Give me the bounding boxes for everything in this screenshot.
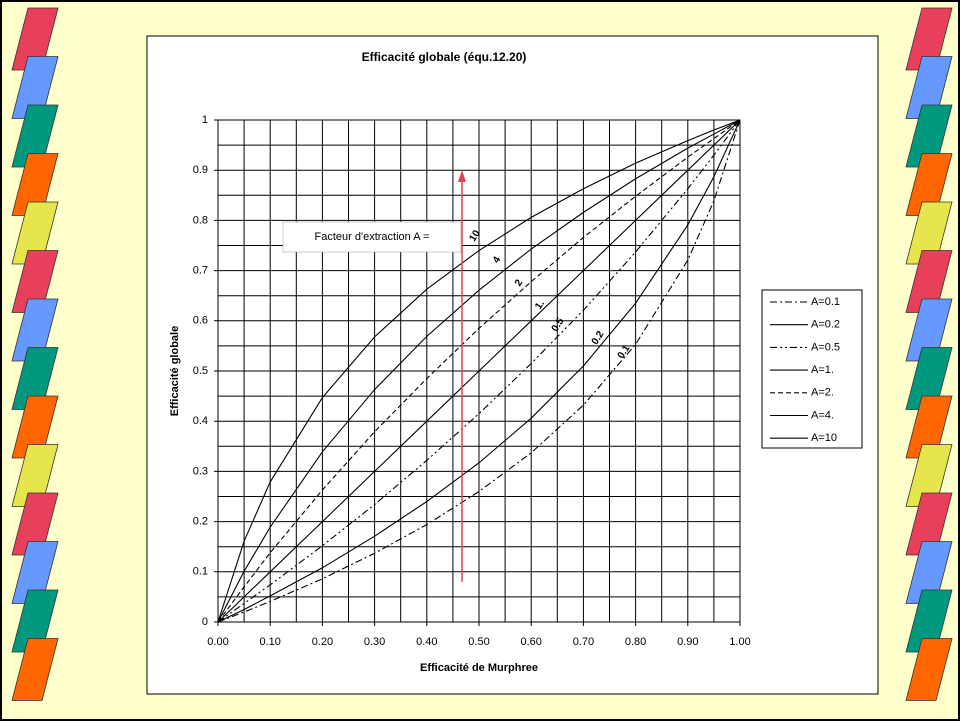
y-tick-label: 0.6 — [193, 315, 208, 327]
y-tick-label: 0.9 — [193, 164, 208, 176]
y-tick-label: 0.7 — [193, 265, 208, 277]
y-tick-label: 0.1 — [193, 566, 208, 578]
x-tick-label: 1.00 — [729, 636, 750, 648]
legend-label: A=0.2 — [811, 319, 840, 331]
y-tick-label: 0.4 — [193, 415, 208, 427]
x-tick-label: 0.80 — [625, 636, 646, 648]
x-axis-label: Efficacité de Murphree — [420, 662, 538, 674]
legend-label: A=0.5 — [811, 341, 840, 353]
y-tick-label: 1 — [202, 114, 208, 126]
legend-label: A=2. — [811, 387, 834, 399]
x-tick-label: 0.00 — [207, 636, 228, 648]
legend-label: A=0.1 — [811, 296, 840, 308]
y-tick-label: 0.8 — [193, 214, 208, 226]
y-tick-label: 0 — [202, 616, 208, 628]
legend-label: A=10 — [811, 432, 837, 444]
slide: Efficacité globale (équ.12.20) Efficacit… — [0, 0, 960, 721]
x-tick-label: 0.90 — [677, 636, 698, 648]
legend-label: A=4. — [811, 409, 834, 421]
x-tick-label: 0.60 — [520, 636, 541, 648]
x-tick-label: 0.20 — [312, 636, 333, 648]
y-tick-label: 0.2 — [193, 516, 208, 528]
y-tick-label: 0.5 — [193, 365, 208, 377]
x-tick-label: 0.70 — [573, 636, 594, 648]
x-tick-label: 0.40 — [416, 636, 437, 648]
y-axis-label: Efficacité globale — [169, 326, 181, 416]
x-tick-label: 0.10 — [259, 636, 280, 648]
y-tick-label: 0.3 — [193, 465, 208, 477]
legend-label: A=1. — [811, 364, 834, 376]
chart-title: Efficacité globale (équ.12.20) — [362, 50, 527, 64]
annotation: Facteur d'extraction A = — [315, 231, 430, 243]
x-tick-label: 0.50 — [468, 636, 489, 648]
x-tick-label: 0.30 — [364, 636, 385, 648]
